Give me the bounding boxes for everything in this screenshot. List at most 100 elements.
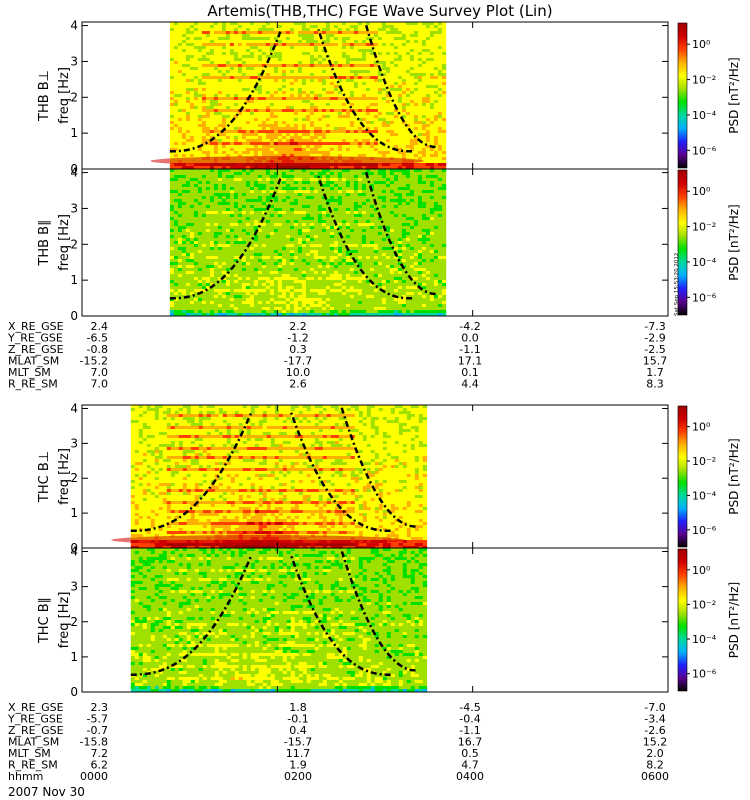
table-cell: 6.2 (91, 759, 109, 772)
colorbar-tick-label: 10⁻⁶ (692, 524, 717, 537)
table-cell: 1.8 (289, 701, 307, 714)
colorbar-label: PSD [nT²/Hz] (727, 57, 741, 133)
spectrogram-panels: 0 1 2 3 4 THB B⊥ freq [Hz] 0 1 2 3 4 THB B∥ freq [Hz]… (37, 19, 669, 699)
ephemeris-tables: X_RE_GSE 2.4 2.2 -4.2 -7.3Y_RE_GSE -6.5 -1.2 0.… (7, 320, 669, 783)
colorbar-tick-label: 10⁻² (692, 598, 716, 611)
colorbar-tick-label: 10⁻² (692, 74, 716, 87)
table-row-label: MLT_SM (8, 366, 51, 379)
y-tick-label: 1 (70, 273, 78, 287)
colorbar-label: PSD [nT²/Hz] (727, 438, 741, 514)
table-cell: -17.7 (284, 355, 312, 368)
table-cell: -1.1 (459, 724, 480, 737)
panel-label: THB B∥ (37, 219, 52, 266)
colorbar-tick-label: 10⁻² (692, 455, 716, 468)
panel-frame (81, 168, 669, 317)
spectrogram-panel-thc-perp: 0 1 2 3 4 THC B⊥ freq [Hz] (37, 401, 669, 555)
colorbar: 10⁰ 10⁻² 10⁻⁴ 10⁻⁶ PSD [nT²/Hz] (677, 169, 741, 316)
table-cell: 0.4 (289, 724, 307, 737)
table-row-label: R_RE_SM (8, 378, 58, 391)
colorbar-tick-label: 10⁻⁶ (692, 291, 717, 304)
spectrogram-panel-thc-par: 0 1 2 3 4 THC B∥ freq [Hz] (37, 545, 669, 699)
table-cell: -4.5 (459, 701, 480, 714)
figure-title: Artemis(THB,THC) FGE Wave Survey Plot (L… (207, 2, 552, 20)
table-cell: 0400 (456, 770, 484, 783)
gyrofrequency-curves (169, 21, 436, 153)
table-row-label: Z_RE_GSE (8, 343, 64, 356)
table-cell: 0.5 (461, 747, 479, 760)
table-row-label: hhmm (8, 770, 43, 783)
table-cell: -3.4 (644, 713, 665, 726)
colorbar: 10⁰ 10⁻² 10⁻⁴ 10⁻⁶ PSD [nT²/Hz] (677, 405, 741, 548)
table-cell: -7.0 (644, 701, 665, 714)
table-cell: -1.2 (287, 332, 308, 345)
table-cell: 0.3 (289, 343, 307, 356)
colorbar-tick-label: 10⁰ (692, 185, 711, 198)
table-cell: 0000 (80, 770, 108, 783)
y-tick-label: 2 (70, 90, 78, 104)
y-tick-label: 1 (70, 126, 78, 140)
spectrogram-panel-thb-par: 0 1 2 3 4 THB B∥ freq [Hz] (37, 166, 669, 323)
table-row-label: X_RE_GSE (8, 701, 64, 714)
table-row-label: MLAT_SM (8, 355, 59, 368)
table-row-label: MLT_SM (8, 747, 51, 760)
colorbar-tick-label: 10⁻⁶ (692, 144, 717, 157)
colorbar-tick-label: 10⁻⁴ (692, 633, 717, 646)
y-axis-label: freq [Hz] (57, 592, 72, 649)
table-row-label: X_RE_GSE (8, 320, 64, 333)
y-axis-label: freq [Hz] (57, 214, 72, 271)
colorbar-tick-label: 10⁰ (692, 564, 711, 577)
colorbar: 10⁰ 10⁻² 10⁻⁴ 10⁻⁶ PSD [nT²/Hz] (677, 22, 741, 169)
colorbar-tick-label: 10⁻² (692, 221, 716, 234)
y-tick-label: 4 (70, 545, 78, 559)
panel-label: THC B⊥ (37, 451, 52, 503)
table-cell: 15.2 (643, 736, 668, 749)
panel-frame (81, 547, 669, 693)
y-tick-label: 3 (70, 201, 78, 215)
y-tick-label: 4 (70, 19, 78, 33)
table-row-label: Z_RE_GSE (8, 724, 64, 737)
table-cell: -0.8 (87, 343, 108, 356)
y-tick-label: 0 (70, 685, 78, 699)
colorbar-tick-label: 10⁰ (692, 421, 711, 434)
colorbar-tick-label: 10⁻⁶ (692, 668, 717, 681)
spectrogram-cells (169, 169, 447, 317)
colorbar-tick-label: 10⁻⁴ (692, 109, 717, 122)
panel-label: THC B∥ (37, 597, 52, 644)
table-cell: 15.7 (643, 355, 668, 368)
table-cell: 2.6 (289, 378, 307, 391)
y-tick-label: 3 (70, 436, 78, 450)
colorbar: 10⁰ 10⁻² 10⁻⁴ 10⁻⁶ PSD [nT²/Hz] (677, 548, 741, 692)
table-cell: 0200 (284, 770, 312, 783)
low-frequency-enhancement (150, 156, 424, 166)
table-cell: 0600 (641, 770, 669, 783)
table-row-label: R_RE_SM (8, 759, 58, 772)
table-cell: 7.0 (91, 378, 109, 391)
low-frequency-enhancement (111, 535, 405, 545)
y-tick-label: 2 (70, 615, 78, 629)
ephemeris-table: X_RE_GSE 2.4 2.2 -4.2 -7.3Y_RE_GSE -6.5 -1.2 0.… (7, 320, 667, 391)
gyrofrequency-curves (130, 547, 416, 676)
y-tick-label: 1 (70, 650, 78, 664)
colorbars: 10⁰ 10⁻² 10⁻⁴ 10⁻⁶ PSD [nT²/Hz] 10⁰ 10⁻² 10⁻⁴ 10… (677, 22, 741, 692)
y-axis-label: freq [Hz] (57, 448, 72, 505)
table-cell: 7.2 (91, 747, 109, 760)
gyrofrequency-curves (169, 168, 436, 300)
y-tick-label: 4 (70, 401, 78, 415)
table-cell: 2.0 (646, 747, 664, 760)
y-axis-label: freq [Hz] (57, 67, 72, 124)
table-cell: -15.8 (80, 736, 108, 749)
table-cell: 1.9 (289, 759, 307, 772)
spectrogram-cells (130, 405, 428, 550)
spectrogram-panel-thb-perp: 0 1 2 3 4 THB B⊥ freq [Hz] (37, 19, 669, 176)
y-tick-label: 0 (70, 541, 78, 555)
y-tick-label: 3 (70, 54, 78, 68)
table-cell: 2.2 (289, 320, 307, 333)
spectrogram-cells (169, 22, 447, 170)
table-cell: 7.0 (91, 366, 109, 379)
table-row-label: MLAT_SM (8, 736, 59, 749)
table-cell: -2.9 (644, 332, 665, 345)
y-tick-label: 2 (70, 471, 78, 485)
table-cell: -2.6 (644, 724, 665, 737)
gyrofrequency-curves (130, 404, 416, 533)
side-stamp: Sat Sep 15:53:20 2012 (674, 253, 680, 316)
